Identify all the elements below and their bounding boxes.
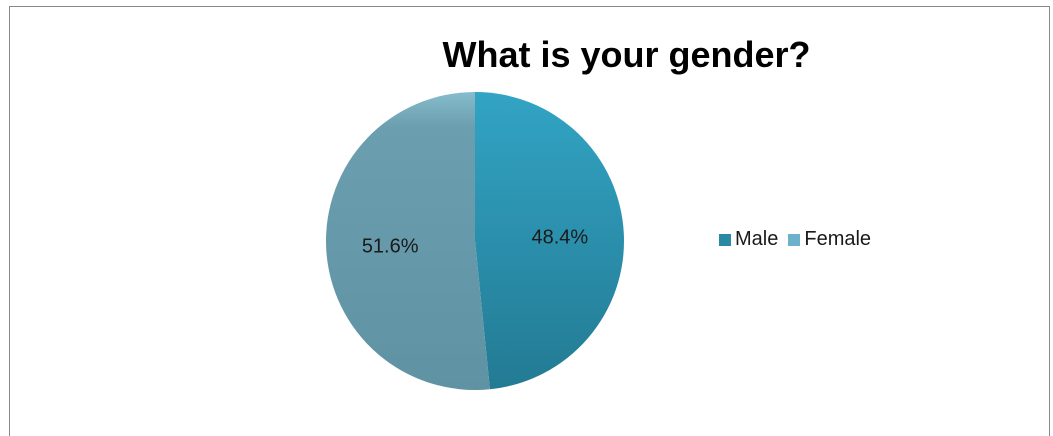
data-label-male: 48.4% — [531, 227, 588, 249]
pie-chart: 48.4% 51.6% — [326, 92, 625, 391]
legend-swatch-female — [788, 233, 801, 246]
legend: Male Female — [719, 228, 881, 251]
legend-label-female: Female — [804, 228, 872, 250]
legend-swatch-male — [719, 233, 731, 246]
data-label-female: 51.6% — [362, 235, 419, 257]
legend-item-male: Male — [719, 228, 778, 251]
legend-label-male: Male — [735, 228, 779, 250]
chart-title: What is your gender? — [442, 34, 811, 75]
pie-slice-male — [475, 92, 625, 390]
pie-slice-female — [326, 92, 490, 391]
legend-item-female: Female — [788, 228, 871, 251]
